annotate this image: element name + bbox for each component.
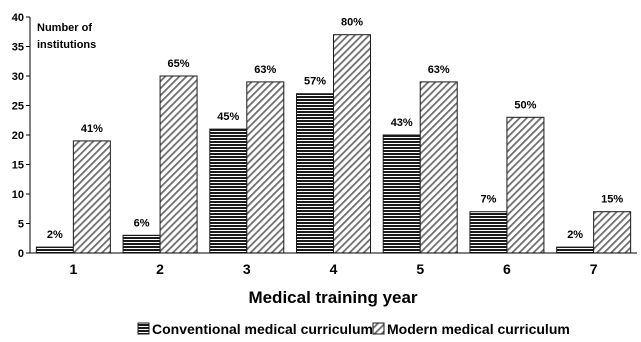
data-label-modern: 50% [514,99,536,111]
bar-modern [159,75,198,254]
legend-item-conventional: Conventional medical curriculum [137,321,373,337]
y-tick-label: 25 [12,101,24,113]
data-label-conventional: 45% [217,111,239,123]
legend: Conventional medical curriculum Modern m… [137,321,570,337]
data-label-modern: 15% [601,194,623,206]
data-label-conventional: 57% [304,76,326,88]
bar-conventional [209,128,248,254]
bar-conventional [382,134,421,254]
legend-label-conventional: Conventional medical curriculum [152,321,373,337]
x-tick-label: 5 [416,261,424,277]
x-axis-title: Medical training year [248,288,417,307]
bar-modern [593,211,632,254]
bar-modern [419,81,458,254]
data-labels-layer: 2% 41% 6% 65% 45% 63% 57% 80% 43% 63% 7% 50% 2% 15% [47,17,623,241]
data-label-modern: 80% [341,17,363,29]
y-tick-label: 15 [12,160,24,172]
y-tick-label: 30 [12,71,24,83]
y-axis-title-line-2: institutions [37,39,96,51]
y-tick-label: 0 [18,248,24,260]
legend-label-modern: Modern medical curriculum [387,321,570,337]
y-tick-label: 5 [18,219,24,231]
data-label-conventional: 6% [134,217,150,229]
data-label-conventional: 7% [480,194,496,206]
bar-conventional [469,211,508,254]
x-tick-label: 7 [590,261,598,277]
data-label-modern: 63% [254,64,276,76]
data-label-modern: 41% [81,123,103,135]
data-label-modern: 63% [428,64,450,76]
legend-swatch-modern [372,322,385,335]
data-label-modern: 65% [168,58,190,70]
y-tick-label: 20 [12,130,24,142]
y-tick-label: 10 [12,189,24,201]
y-tick-label: 40 [12,12,24,24]
bar-conventional [296,93,334,254]
bar-modern [506,116,545,254]
x-tick-label: 1 [69,261,77,277]
x-tick-label: 6 [503,261,511,277]
data-label-conventional: 2% [567,229,583,241]
x-axis-ticks: 1 2 3 4 5 6 7 [69,261,597,277]
y-axis-title: Number of institutions [37,22,96,51]
y-tick-label: 35 [12,42,24,54]
y-axis-ticks: 0 5 10 15 20 25 30 35 40 [12,12,30,260]
x-tick-label: 4 [330,261,338,277]
bar-conventional [556,246,595,254]
bar-modern [72,140,111,254]
bar-conventional [35,246,74,254]
y-axis-title-line-1: Number of [37,22,92,34]
bar-modern [246,81,285,254]
bar-modern [333,34,371,254]
bar-conventional [122,234,161,254]
data-label-conventional: 2% [47,229,63,241]
data-label-conventional: 43% [391,117,413,129]
bars-layer [35,34,632,254]
legend-item-modern: Modern medical curriculum [372,321,570,337]
legend-swatch-conventional [137,322,150,335]
x-tick-label: 3 [243,261,251,277]
x-tick-label: 2 [156,261,164,277]
